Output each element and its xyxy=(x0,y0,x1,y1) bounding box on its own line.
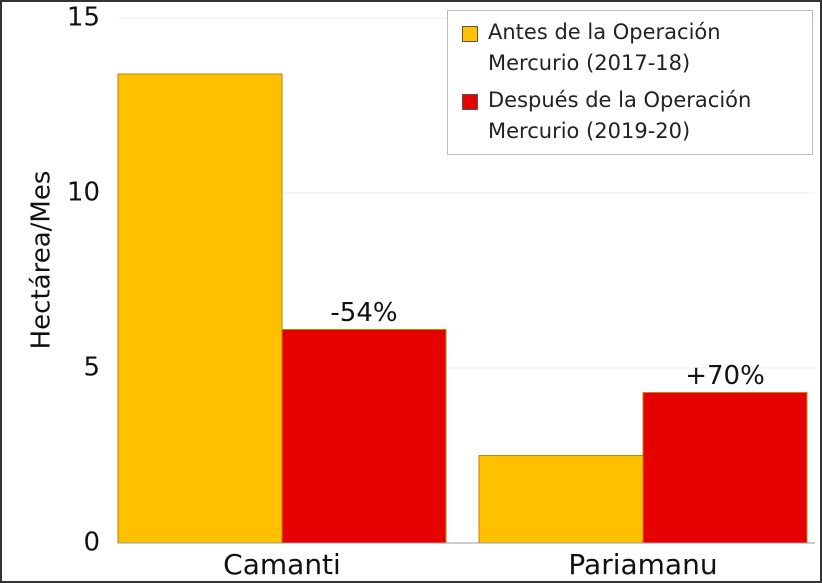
x-tick-label: Pariamanu xyxy=(568,548,717,581)
y-axis-label: Hectárea/Mes xyxy=(27,171,57,350)
change-label: +70% xyxy=(685,361,765,391)
bar xyxy=(281,329,447,544)
legend-entry: Antes de la Operación Mercurio (2017-18) xyxy=(462,17,812,79)
y-tick-label: 10 xyxy=(67,178,100,208)
x-tick-label: Camanti xyxy=(223,548,341,581)
legend-swatch xyxy=(462,94,478,110)
legend-swatch xyxy=(462,26,478,42)
legend-label: Antes de la Operación Mercurio (2017-18) xyxy=(488,20,721,75)
bar xyxy=(642,392,808,544)
bar xyxy=(117,73,283,544)
change-label: -54% xyxy=(330,298,397,328)
legend-entry: Después de la Operación Mercurio (2019-2… xyxy=(462,85,812,147)
legend-label: Después de la Operación Mercurio (2019-2… xyxy=(488,88,752,143)
legend: Antes de la Operación Mercurio (2017-18)… xyxy=(447,10,813,155)
y-tick-label: 15 xyxy=(67,3,100,33)
bar xyxy=(478,455,644,544)
y-tick-label: 0 xyxy=(83,528,100,558)
y-tick-label: 5 xyxy=(83,353,100,383)
